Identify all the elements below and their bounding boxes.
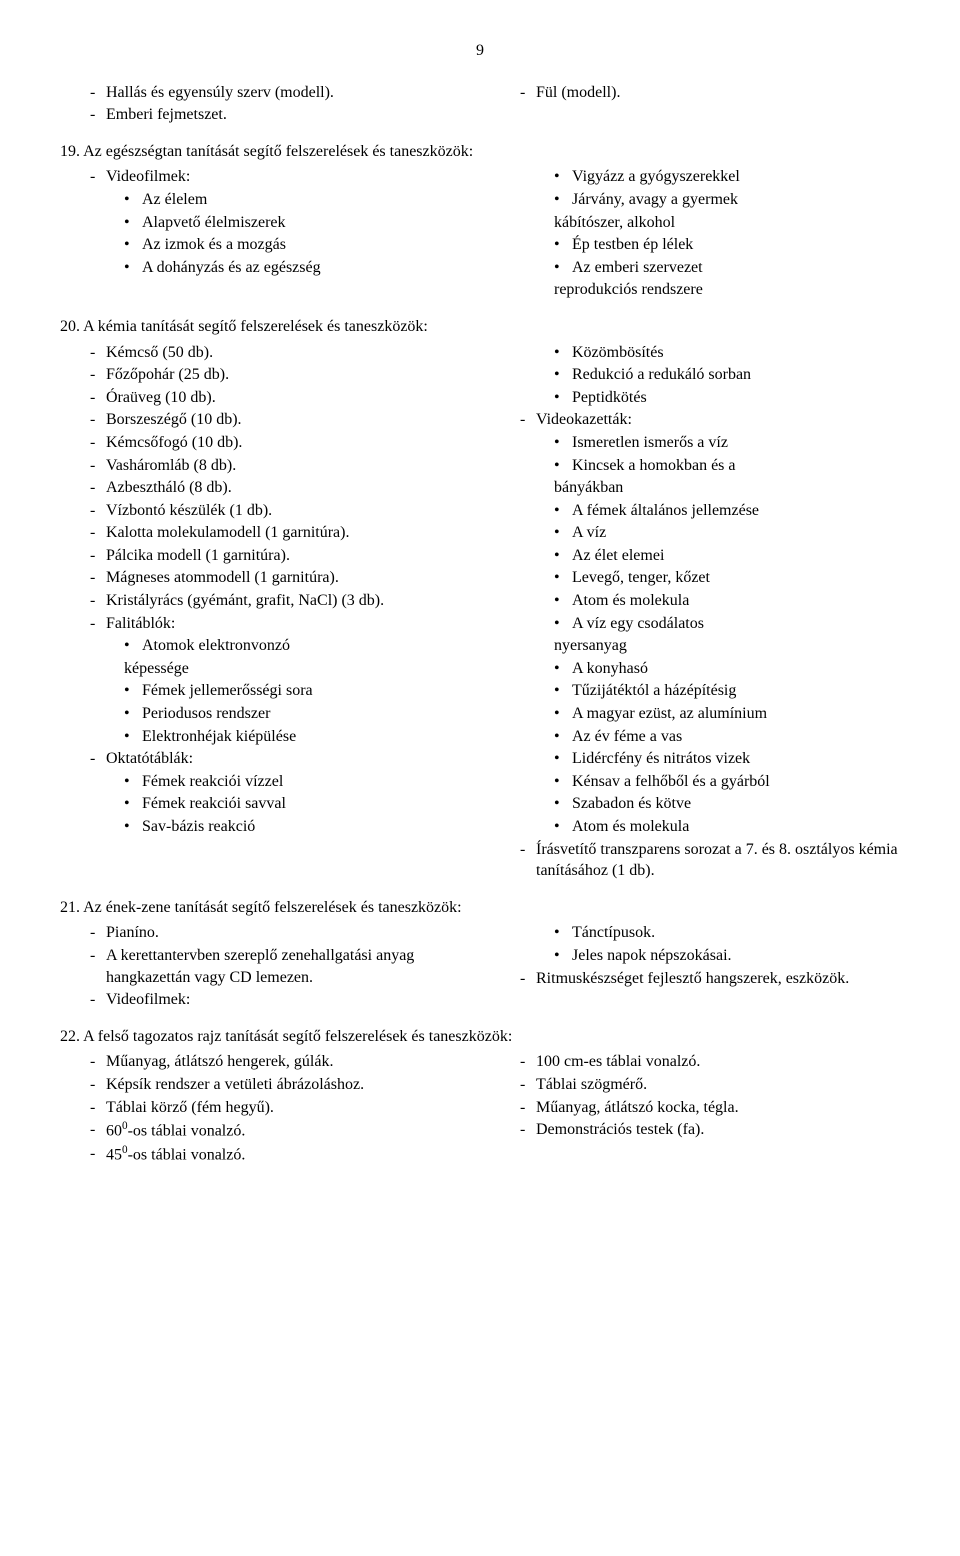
list-item: Videofilmek: — [90, 166, 470, 188]
list-item: Atomok elektronvonzó — [124, 635, 470, 657]
list-item: Periodusos rendszer — [124, 703, 470, 725]
list-item: Oktatótáblák: — [90, 748, 470, 770]
list-item: Pianíno. — [90, 922, 470, 944]
list-item: Emberi fejmetszet. — [90, 104, 470, 126]
list-item: Az év féme a vas — [554, 726, 900, 748]
list-item: Elektronhéjak kiépülése — [124, 726, 470, 748]
list-item: Sav-bázis reakció — [124, 816, 470, 838]
list-item: Óraüveg (10 db). — [90, 387, 470, 409]
section-19-body: Videofilmek: Az élelem Alapvető élelmisz… — [60, 166, 900, 302]
text-continuation: kábítószer, alkohol — [490, 212, 900, 234]
list-item: Atom és molekula — [554, 816, 900, 838]
section-22-title: 22. A felső tagozatos rajz tanítását seg… — [60, 1026, 900, 1048]
list-item: Fémek reakciói savval — [124, 793, 470, 815]
list-item: 600-os táblai vonalzó. — [90, 1119, 470, 1142]
list-item: Közömbösítés — [554, 342, 900, 364]
list-item: Videofilmek: — [90, 989, 470, 1011]
top-right-list: Fül (modell). — [490, 82, 900, 104]
list-item: Alapvető élelmiszerek — [124, 212, 470, 234]
list-item: Az izmok és a mozgás — [124, 234, 470, 256]
section-19-title: 19. Az egészségtan tanítását segítő fels… — [60, 141, 900, 163]
list-item: Táblai körző (fém hegyű). — [90, 1097, 470, 1119]
list-item: Az emberi szervezet — [554, 257, 900, 279]
list-item: Szabadon és kötve — [554, 793, 900, 815]
list-item: Lidércfény és nitrátos vizek — [554, 748, 900, 770]
list-item: Táblai szögmérő. — [520, 1074, 900, 1096]
list-item: Műanyag, átlátszó hengerek, gúlák. — [90, 1051, 470, 1073]
section-22-body: Műanyag, átlátszó hengerek, gúlák. Képsí… — [60, 1051, 900, 1167]
list-item: Tűzijátéktól a házépítésig — [554, 680, 900, 702]
list-item: Kalotta molekulamodell (1 garnitúra). — [90, 522, 470, 544]
section-20-body: Kémcső (50 db). Főzőpohár (25 db). Óraüv… — [60, 342, 900, 883]
list-item: Peptidkötés — [554, 387, 900, 409]
text-continuation: nyersanyag — [490, 635, 900, 657]
list-item: Tánctípusok. — [554, 922, 900, 944]
list-item: Kémcső (50 db). — [90, 342, 470, 364]
list-item: Falitáblók: — [90, 613, 470, 635]
list-item: A fémek általános jellemzése — [554, 500, 900, 522]
section-21-body: Pianíno. A kerettantervben szereplő zene… — [60, 922, 900, 1011]
text-continuation: reprodukciós rendszere — [490, 279, 900, 301]
list-item: 450-os táblai vonalzó. — [90, 1143, 470, 1166]
list-item: Vasháromláb (8 db). — [90, 455, 470, 477]
list-item: Kristályrács (gyémánt, grafit, NaCl) (3 … — [90, 590, 470, 612]
list-item: Azbesztháló (8 db). — [90, 477, 470, 499]
text-continuation: bányákban — [490, 477, 900, 499]
list-item: A magyar ezüst, az alumínium — [554, 703, 900, 725]
list-item: Fémek jellemerősségi sora — [124, 680, 470, 702]
list-item: A víz egy csodálatos — [554, 613, 900, 635]
list-item: A konyhasó — [554, 658, 900, 680]
page-number: 9 — [60, 40, 900, 62]
list-item: Műanyag, átlátszó kocka, tégla. — [520, 1097, 900, 1119]
list-item: A dohányzás és az egészség — [124, 257, 470, 279]
list-item: Videokazetták: — [520, 409, 900, 431]
list-item: Ép testben ép lélek — [554, 234, 900, 256]
list-item: Képsík rendszer a vetületi ábrázoláshoz. — [90, 1074, 470, 1096]
list-item: Ritmuskészséget fejlesztő hangszerek, es… — [520, 968, 900, 990]
list-item: Hallás és egyensúly szerv (modell). — [90, 82, 470, 104]
list-item: Kémcsőfogó (10 db). — [90, 432, 470, 454]
list-item: Vigyázz a gyógyszerekkel — [554, 166, 900, 188]
list-item: Levegő, tenger, kőzet — [554, 567, 900, 589]
list-item: Mágneses atommodell (1 garnitúra). — [90, 567, 470, 589]
list-item: Ismeretlen ismerős a víz — [554, 432, 900, 454]
list-item: A víz — [554, 522, 900, 544]
list-item: Az élet elemei — [554, 545, 900, 567]
list-item: Kénsav a felhőből és a gyárból — [554, 771, 900, 793]
list-item: A kerettantervben szereplő zenehallgatás… — [90, 945, 470, 988]
list-item: Jeles napok népszokásai. — [554, 945, 900, 967]
list-item: Járvány, avagy a gyermek — [554, 189, 900, 211]
list-item: Fémek reakciói vízzel — [124, 771, 470, 793]
top-left-list: Hallás és egyensúly szerv (modell). Embe… — [60, 82, 470, 126]
list-item: Redukció a redukáló sorban — [554, 364, 900, 386]
list-item: 100 cm-es táblai vonalzó. — [520, 1051, 900, 1073]
list-item: Kincsek a homokban és a — [554, 455, 900, 477]
list-item: Vízbontó készülék (1 db). — [90, 500, 470, 522]
text-continuation: képessége — [60, 658, 470, 680]
top-row: Hallás és egyensúly szerv (modell). Embe… — [60, 82, 900, 127]
list-item: Demonstrációs testek (fa). — [520, 1119, 900, 1141]
section-21-title: 21. Az ének-zene tanítását segítő felsze… — [60, 897, 900, 919]
list-item: Az élelem — [124, 189, 470, 211]
list-item: Atom és molekula — [554, 590, 900, 612]
list-item: Pálcika modell (1 garnitúra). — [90, 545, 470, 567]
list-item: Írásvetítő transzparens sorozat a 7. és … — [520, 839, 900, 882]
list-item: Borszeszégő (10 db). — [90, 409, 470, 431]
list-item: Fül (modell). — [520, 82, 900, 104]
section-20-title: 20. A kémia tanítását segítő felszerelés… — [60, 316, 900, 338]
list-item: Főzőpohár (25 db). — [90, 364, 470, 386]
